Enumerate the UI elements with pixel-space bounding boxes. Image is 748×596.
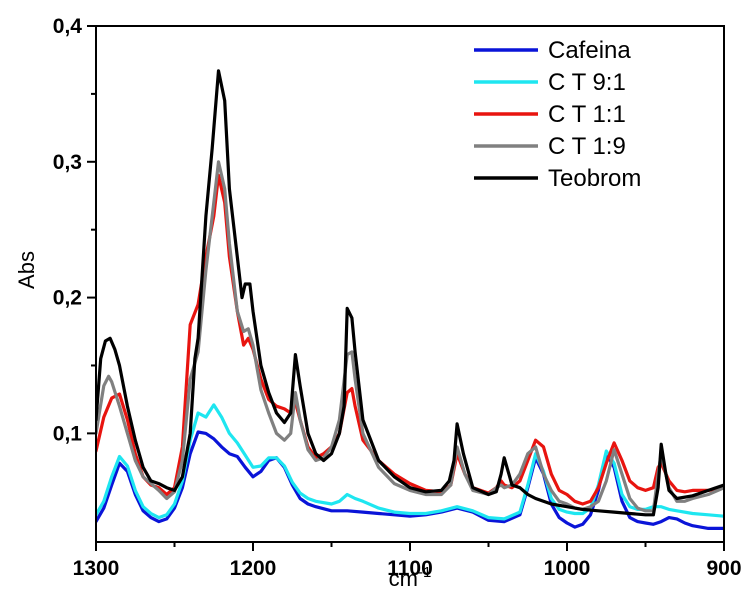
x-tick-label: 1000 (544, 557, 591, 580)
series-line-1 (96, 430, 724, 530)
series-layer (96, 69, 724, 530)
legend: Cafeina C T 9:1 C T 1:1 C T 1:9 Teobrom (474, 37, 641, 192)
x-axis-title-text: cm (389, 566, 418, 591)
y-tick-label: 0,1 (53, 422, 83, 445)
legend-label: C T 1:1 (548, 101, 626, 128)
x-tick-label: 1200 (230, 557, 277, 580)
legend-label: Cafeina (548, 37, 631, 64)
y-tick-label: 0,3 (53, 151, 82, 174)
x-tick-label: 900 (706, 557, 741, 580)
y-tick-label: 0,2 (53, 287, 82, 310)
series-line-4 (96, 160, 724, 513)
y-axis-title: Abs (14, 251, 39, 289)
legend-label: Teobrom (548, 165, 641, 192)
legend-label: C T 1:9 (548, 133, 626, 160)
plot-frame (95, 25, 725, 543)
x-axis-title-superscript: -1 (418, 564, 431, 581)
x-tick-label: 1100 (387, 557, 433, 580)
x-axis-title: cm-1 (389, 564, 432, 591)
y-axis: 0,1 0,2 0,3 0,4 (53, 15, 96, 445)
series-line-5 (96, 69, 724, 517)
series-line-2 (96, 403, 724, 521)
legend-label: C T 9:1 (548, 69, 626, 96)
y-tick-label: 0,4 (53, 15, 83, 38)
x-tick-label: 1300 (73, 557, 120, 580)
x-axis: 1300 1200 1100 1000 900 (73, 542, 742, 580)
